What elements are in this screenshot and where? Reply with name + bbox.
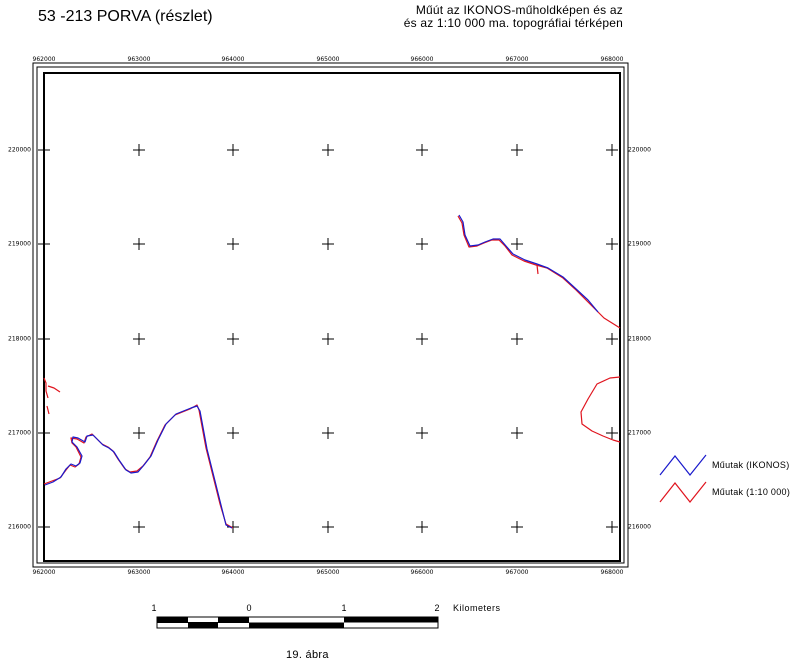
topo-road-northeast — [457, 215, 621, 329]
legend-topo-symbol — [659, 481, 707, 503]
x-tick-label-top: 966000 — [410, 56, 434, 63]
topo-road-stub-east — [536, 264, 539, 275]
subtitle-line-2: és az 1:10 000 ma. topográfiai térképen — [403, 16, 623, 30]
ikonos-road-southwest — [44, 405, 233, 529]
x-tick-label-bottom: 967000 — [505, 569, 529, 576]
outer-frame-inner — [36, 66, 625, 564]
y-tick-label-left: 217000 — [8, 429, 31, 437]
legend-ikonos-symbol — [659, 454, 707, 476]
scale-label-1-right: 1 — [341, 603, 347, 613]
ikonos-road-northeast — [458, 214, 599, 313]
x-tick-label-top: 967000 — [505, 56, 529, 63]
ikonos-roads — [44, 214, 599, 529]
scale-bar — [156, 616, 439, 629]
x-tick-label-top: 965000 — [316, 56, 340, 63]
x-tick-label-bottom: 965000 — [316, 569, 340, 576]
y-tick-label-left: 216000 — [8, 523, 31, 531]
x-tick-label-top: 968000 — [600, 56, 624, 63]
grid-crosses — [38, 144, 618, 533]
x-tick-label-bottom: 964000 — [221, 569, 245, 576]
y-tick-label-right: 218000 — [628, 335, 651, 343]
scale-label-1-left: 1 — [151, 603, 157, 613]
x-tick-label-bottom: 963000 — [127, 569, 151, 576]
topo-road-southwest — [43, 404, 234, 529]
y-tick-label-right: 216000 — [628, 523, 651, 531]
x-tick-label-bottom: 966000 — [410, 569, 434, 576]
map-subtitle: Műút az IKONOS-műholdképen és az és az 1… — [404, 4, 623, 30]
x-tick-label-top: 963000 — [127, 56, 151, 63]
legend-ikonos-label: Műutak (IKONOS) — [712, 460, 790, 470]
y-tick-label-left: 218000 — [8, 335, 31, 343]
scale-label-0: 0 — [246, 603, 252, 613]
scale-label-2: 2 — [434, 603, 440, 613]
figure-caption: 19. ábra — [286, 649, 329, 661]
y-tick-label-right: 217000 — [628, 429, 651, 437]
map-title: 53 -213 PORVA (részlet) — [38, 8, 213, 25]
x-tick-label-bottom: 962000 — [32, 569, 56, 576]
y-tick-label-right: 220000 — [628, 146, 651, 154]
legend-topo-label: Műutak (1:10 000) — [712, 487, 791, 497]
y-tick-label-right: 219000 — [628, 240, 651, 248]
y-tick-label-left: 219000 — [8, 240, 31, 248]
x-tick-label-bottom: 968000 — [600, 569, 624, 576]
topo-road-stub-west — [43, 377, 61, 415]
x-tick-label-top: 962000 — [32, 56, 56, 63]
scale-unit-label: Kilometers — [453, 603, 501, 613]
x-tick-label-top: 964000 — [221, 56, 245, 63]
subtitle-line-1: Műút az IKONOS-műholdképen és az — [415, 3, 623, 17]
map-frame — [43, 72, 621, 562]
topo-road-curve-east — [580, 376, 621, 443]
outer-frame — [32, 62, 629, 568]
y-tick-label-left: 220000 — [8, 146, 31, 154]
